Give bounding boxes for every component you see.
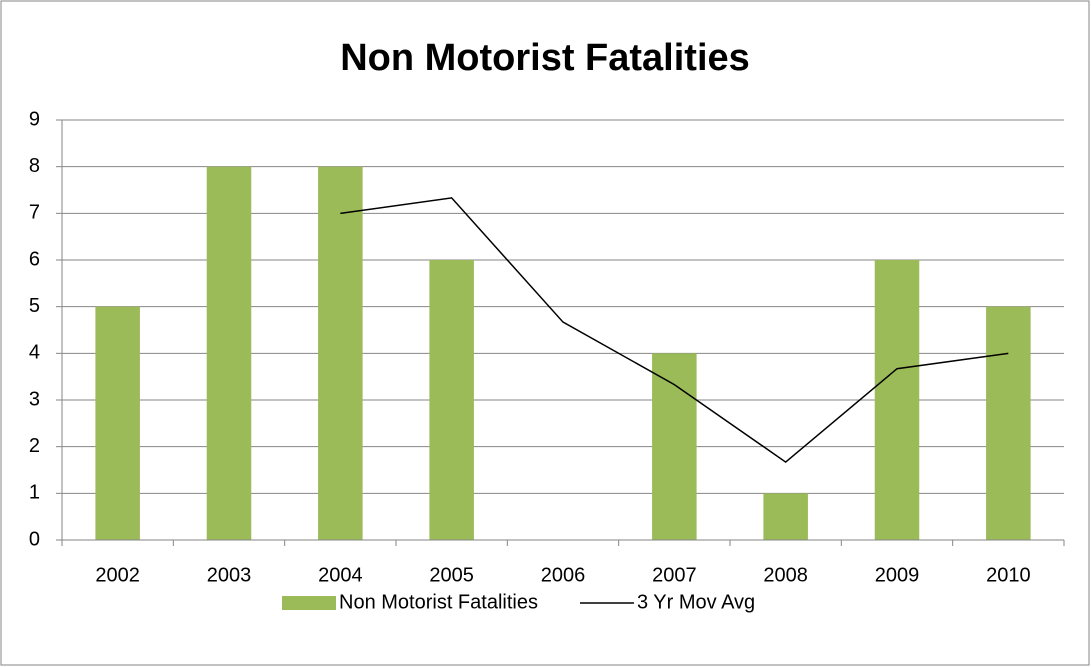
legend-swatch bbox=[282, 596, 336, 610]
x-tick-label: 2005 bbox=[429, 564, 474, 586]
y-tick-label: 6 bbox=[29, 248, 40, 270]
bar bbox=[652, 353, 697, 540]
bar bbox=[763, 493, 808, 540]
y-tick-label: 3 bbox=[29, 388, 40, 410]
y-tick-label: 9 bbox=[29, 108, 40, 130]
x-tick-label: 2007 bbox=[652, 564, 697, 586]
x-tick-label: 2002 bbox=[95, 564, 140, 586]
y-tick-label: 8 bbox=[29, 155, 40, 177]
bar bbox=[874, 260, 920, 540]
x-tick-label: 2010 bbox=[986, 564, 1031, 586]
line bbox=[340, 197, 1009, 464]
x-tick-label: 2008 bbox=[763, 564, 808, 586]
bar bbox=[95, 306, 140, 540]
y-tick-label: 0 bbox=[29, 528, 40, 550]
legend-label: Non Motorist Fatalities bbox=[339, 591, 538, 613]
legend-label: 3 Yr Mov Avg bbox=[637, 591, 755, 613]
y-tick-label: 5 bbox=[29, 295, 40, 317]
bar bbox=[318, 166, 363, 540]
chart-title: Non Motorist Fatalities bbox=[340, 37, 750, 79]
bar bbox=[206, 166, 252, 540]
y-tick-label: 7 bbox=[29, 202, 40, 224]
x-tick-label: 2003 bbox=[207, 564, 252, 586]
y-tick-label: 4 bbox=[29, 342, 40, 364]
x-tick-label: 2009 bbox=[875, 564, 920, 586]
y-tick-label: 1 bbox=[29, 482, 40, 504]
x-tick-label: 2004 bbox=[318, 564, 363, 586]
x-tick-label: 2006 bbox=[541, 564, 586, 586]
bar bbox=[986, 306, 1031, 540]
y-tick-label: 2 bbox=[29, 435, 40, 457]
bar bbox=[429, 260, 474, 540]
